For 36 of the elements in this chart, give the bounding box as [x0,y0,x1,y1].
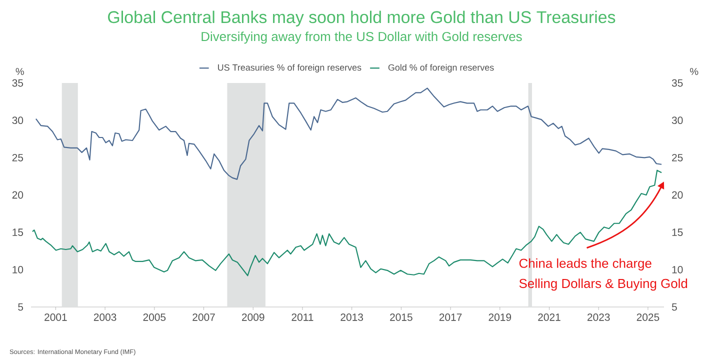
y-tick-label: 35 [12,79,24,87]
x-tick-label: 2025 [636,314,660,322]
x-tick-label: 2003 [94,314,116,322]
x-tick-label: 2021 [538,314,560,322]
legend-label: Gold % of foreign reserves [388,64,494,73]
y-tick-label: 25 [12,154,24,162]
y-axis-title: % [16,68,24,76]
y2-tick-label: 30 [672,116,683,124]
legend-label: US Treasuries % of foreign reserves [218,64,362,73]
line-series [35,88,662,180]
y2-tick-label: 10 [672,266,683,274]
annotation: China leads the charge [519,258,652,271]
annotation: Selling Dollars & Buying Gold [519,278,688,291]
y2-tick-label: 5 [672,304,677,311]
chart-subtitle: Diversifying away from the US Dollar with Gold reserves [202,32,522,44]
x-tick-label: 2019 [488,314,512,322]
y2-tick-label: 20 [672,191,683,199]
y2-tick-label: 15 [672,228,683,236]
x-tick-label: 2013 [340,314,363,322]
x-tick-label: 2023 [588,314,610,322]
y2-tick-label: 35 [672,79,683,87]
y2-tick-label: 25 [672,154,683,162]
y2-axis-title: % [690,68,698,76]
y-tick-label: 5 [18,304,24,311]
x-tick-label: 2007 [192,314,215,322]
y-tick-label: 10 [12,266,24,274]
y-tick-label: 15 [12,228,24,236]
x-tick-label: 2011 [292,314,314,322]
x-tick-label: 2001 [44,314,67,322]
x-tick-label: 2015 [390,314,412,322]
chart-title: Global Central Banks may soon hold more Gold than US Treasuries [108,10,616,27]
x-tick-label: 2005 [143,314,166,322]
x-tick-label: 2017 [439,314,462,322]
y-tick-label: 20 [12,191,24,199]
y-tick-label: 30 [12,116,24,124]
x-tick-label: 2009 [242,314,264,322]
